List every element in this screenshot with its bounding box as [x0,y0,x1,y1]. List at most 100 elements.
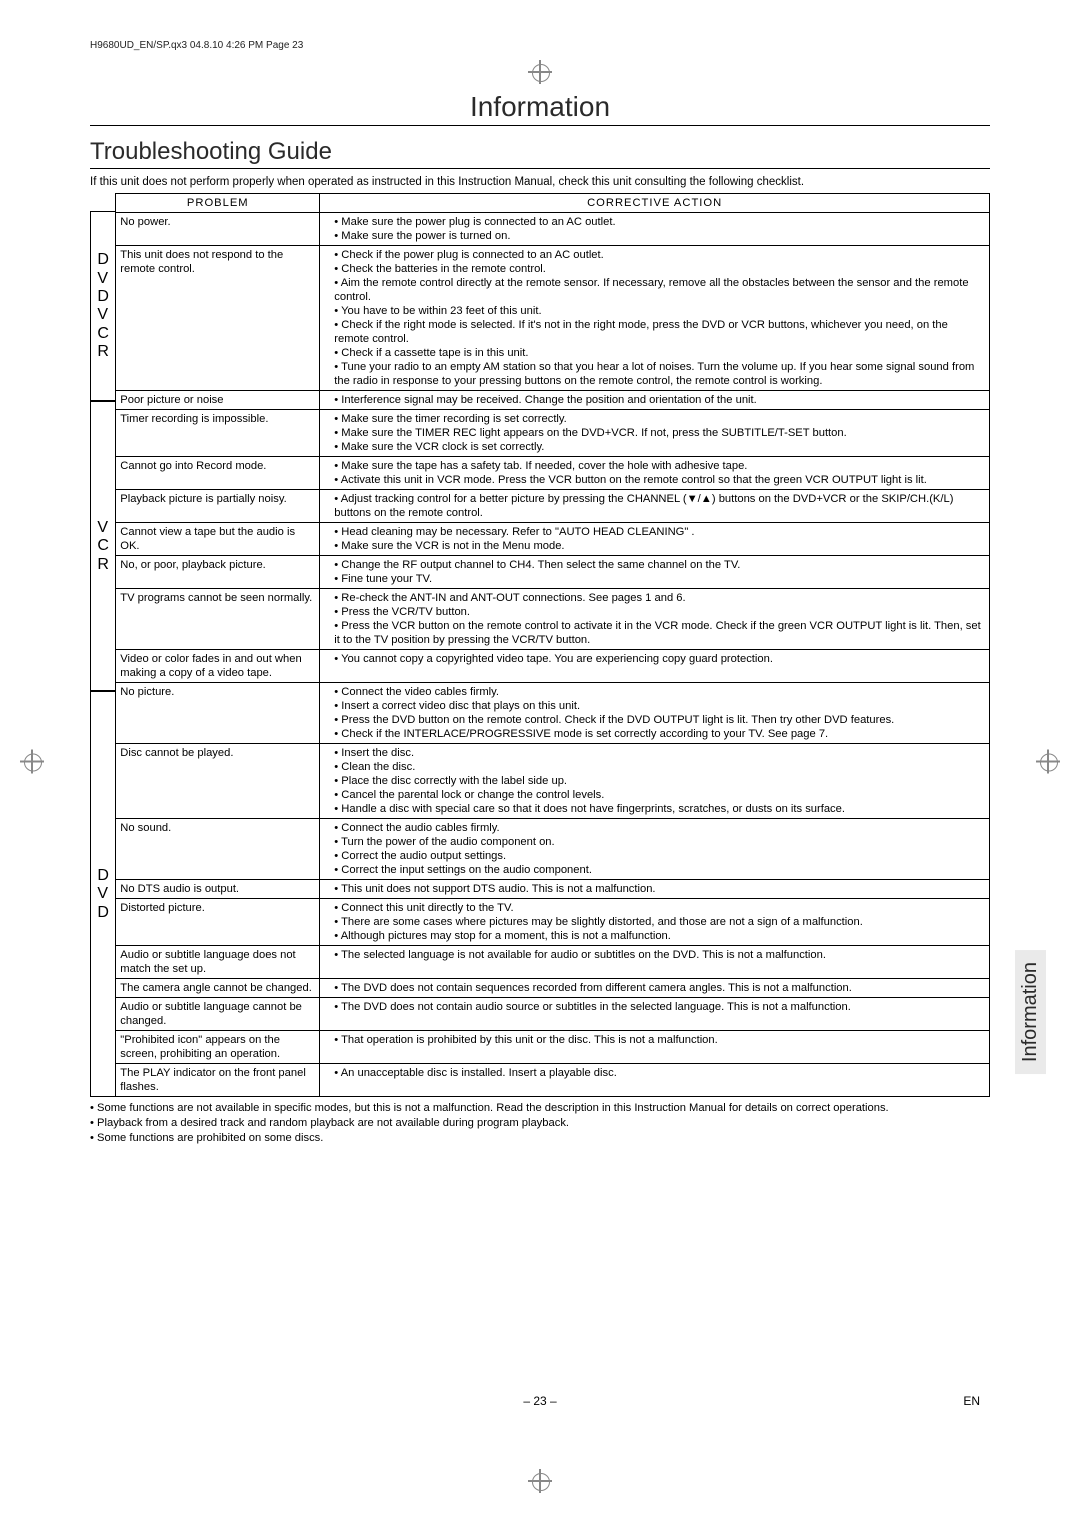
action-item: Check if the right mode is selected. If … [334,318,985,346]
footnote-item: Some functions are not available in spec… [90,1101,990,1116]
crop-mark-left [20,750,44,779]
problem-cell: "Prohibited icon" appears on the screen,… [116,1031,320,1064]
problem-cell: Video or color fades in and out when mak… [116,650,320,683]
side-column: D V D V C R V C R D V D [90,193,115,1097]
problem-cell: No, or poor, playback picture. [116,556,320,589]
manual-page: H9680UD_EN/SP.qx3 04.8.10 4:26 PM Page 2… [0,0,1080,1528]
action-item: Correct the audio output settings. [334,849,985,863]
action-item: Press the VCR/TV button. [334,605,985,619]
action-item: Check the batteries in the remote contro… [334,262,985,276]
action-item: Make sure the power plug is connected to… [334,215,985,229]
action-item: Make sure the TIMER REC light appears on… [334,426,985,440]
action-item: The selected language is not available f… [334,948,985,962]
table-row: No picture.Connect the video cables firm… [116,683,990,744]
problem-cell: Disc cannot be played. [116,744,320,819]
table-row: "Prohibited icon" appears on the screen,… [116,1031,990,1064]
problem-cell: Poor picture or noise [116,391,320,410]
problem-cell: TV programs cannot be seen normally. [116,589,320,650]
problem-cell: Audio or subtitle language does not matc… [116,946,320,979]
problem-cell: No picture. [116,683,320,744]
action-cell: Connect this unit directly to the TV.The… [320,899,990,946]
action-item: Check if the INTERLACE/PROGRESSIVE mode … [334,727,985,741]
action-cell: Make sure the timer recording is set cor… [320,410,990,457]
problem-cell: Playback picture is partially noisy. [116,490,320,523]
action-item: Activate this unit in VCR mode. Press th… [334,473,985,487]
footnote-item: Playback from a desired track and random… [90,1116,990,1131]
action-item: Make sure the VCR is not in the Menu mod… [334,539,985,553]
table-row: No DTS audio is output.This unit does no… [116,880,990,899]
intro-text: If this unit does not perform properly w… [90,175,990,189]
lang-code: EN [963,1394,980,1408]
table-row: Distorted picture.Connect this unit dire… [116,899,990,946]
table-row: Disc cannot be played. Insert the disc.Cl… [116,744,990,819]
action-cell: This unit does not support DTS audio. Th… [320,880,990,899]
action-cell: An unacceptable disc is installed. Inser… [320,1064,990,1097]
table-row: Poor picture or noise Interference signal… [116,391,990,410]
action-item: Connect the audio cables firmly. [334,821,985,835]
action-item: Re-check the ANT-IN and ANT-OUT connecti… [334,591,985,605]
action-item: Correct the input settings on the audio … [334,863,985,877]
troubleshooting-layout: D V D V C R V C R D V D PROBLEM CORRECTI… [90,193,990,1097]
action-item: An unacceptable disc is installed. Inser… [334,1066,985,1080]
action-item: Check if the power plug is connected to … [334,248,985,262]
action-cell: Connect the audio cables firmly.Turn the… [320,819,990,880]
table-row: Video or color fades in and out when mak… [116,650,990,683]
action-item: This unit does not support DTS audio. Th… [334,882,985,896]
action-item: Insert a correct video disc that plays o… [334,699,985,713]
action-cell: The DVD does not contain audio source or… [320,998,990,1031]
sub-title: Troubleshooting Guide [90,138,990,169]
table-header-row: PROBLEM CORRECTIVE ACTION [116,194,990,213]
action-item: Although pictures may stop for a moment,… [334,929,985,943]
action-item: Insert the disc. [334,746,985,760]
action-cell: Head cleaning may be necessary. Refer to… [320,523,990,556]
side-label-vcr: V C R [90,401,115,691]
problem-cell: No power. [116,213,320,246]
action-cell: Make sure the power plug is connected to… [320,213,990,246]
action-item: You cannot copy a copyrighted video tape… [334,652,985,666]
page-number: – 23 – [0,1394,1080,1408]
crop-mark-top [528,60,552,89]
action-cell: The DVD does not contain sequences recor… [320,979,990,998]
table-row: Cannot view a tape but the audio is OK. H… [116,523,990,556]
action-item: Aim the remote control directly at the r… [334,276,985,304]
table-row: Playback picture is partially noisy.Adju… [116,490,990,523]
table-row: TV programs cannot be seen normally. Re-c… [116,589,990,650]
table-row: Audio or subtitle language cannot be cha… [116,998,990,1031]
problem-cell: Distorted picture. [116,899,320,946]
table-row: The camera angle cannot be changed.The D… [116,979,990,998]
action-cell: That operation is prohibited by this uni… [320,1031,990,1064]
action-item: Clean the disc. [334,760,985,774]
action-item: There are some cases where pictures may … [334,915,985,929]
section-tab: Information [1015,950,1046,1074]
side-label-dvd-vcr: D V D V C R [90,211,115,401]
action-item: Interference signal may be received. Cha… [334,393,985,407]
action-item: Head cleaning may be necessary. Refer to… [334,525,985,539]
table-row: No, or poor, playback picture.Change the… [116,556,990,589]
action-cell: Check if the power plug is connected to … [320,246,990,391]
table-row: This unit does not respond to the remote… [116,246,990,391]
action-item: Make sure the power is turned on. [334,229,985,243]
action-item: Tune your radio to an empty AM station s… [334,360,985,388]
section-title: Information [90,91,990,126]
action-cell: Interference signal may be received. Cha… [320,391,990,410]
table-row: Audio or subtitle language does not matc… [116,946,990,979]
action-item: That operation is prohibited by this uni… [334,1033,985,1047]
action-item: Make sure the timer recording is set cor… [334,412,985,426]
problem-cell: Timer recording is impossible. [116,410,320,457]
action-cell: The selected language is not available f… [320,946,990,979]
side-label-dvd: D V D [90,691,115,1097]
action-item: The DVD does not contain sequences recor… [334,981,985,995]
action-cell: Connect the video cables firmly.Insert a… [320,683,990,744]
action-cell: You cannot copy a copyrighted video tape… [320,650,990,683]
action-item: Make sure the VCR clock is set correctly… [334,440,985,454]
action-item: Connect the video cables firmly. [334,685,985,699]
action-cell: Make sure the tape has a safety tab. If … [320,457,990,490]
problem-cell: Cannot view a tape but the audio is OK. [116,523,320,556]
action-item: Place the disc correctly with the label … [334,774,985,788]
col-header-action: CORRECTIVE ACTION [320,194,990,213]
problem-cell: This unit does not respond to the remote… [116,246,320,391]
problem-cell: The PLAY indicator on the front panel fl… [116,1064,320,1097]
action-item: Make sure the tape has a safety tab. If … [334,459,985,473]
footnotes: Some functions are not available in spec… [90,1101,990,1145]
table-row: No sound.Connect the audio cables firmly… [116,819,990,880]
